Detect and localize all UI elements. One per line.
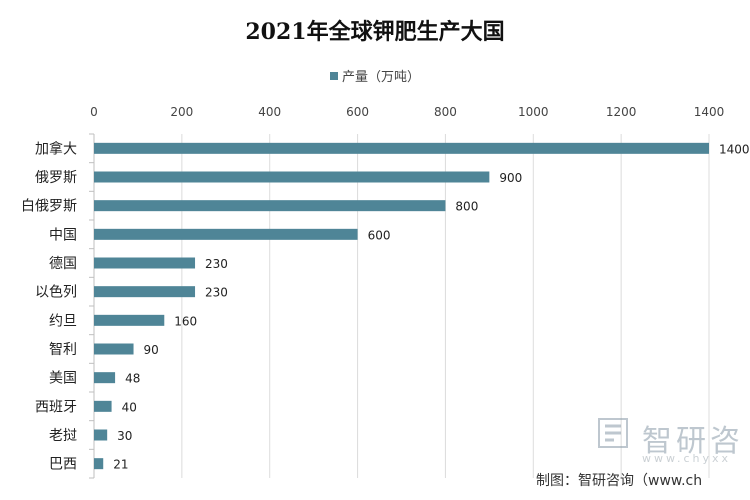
legend-swatch <box>329 71 338 80</box>
data-label: 900 <box>499 171 522 185</box>
category-label: 智利 <box>49 342 77 358</box>
category-label: 老挝 <box>49 428 77 444</box>
category-label: 西班牙 <box>35 399 77 415</box>
legend: 产量（万吨） <box>0 66 750 85</box>
category-label: 白俄罗斯 <box>21 199 77 215</box>
x-tick-label: 0 <box>90 105 98 119</box>
bar <box>94 400 112 412</box>
data-label: 40 <box>122 400 137 414</box>
watermark-text: 智研咨 <box>642 424 744 459</box>
watermark: 智研咨 www.chyxx <box>598 414 750 465</box>
data-label: 230 <box>205 286 228 300</box>
x-tick-label: 400 <box>258 105 281 119</box>
bar <box>94 343 134 355</box>
chyxx-logo-icon <box>598 418 628 448</box>
category-label: 加拿大 <box>35 140 77 157</box>
legend-label: 产量（万吨） <box>341 70 420 85</box>
x-tick-label: 1400 <box>694 105 725 119</box>
data-label: 600 <box>368 228 391 242</box>
x-tick-label: 800 <box>434 105 457 119</box>
bar <box>94 429 108 441</box>
bar <box>94 257 196 269</box>
category-label: 巴西 <box>49 457 77 473</box>
data-label: 800 <box>455 200 478 214</box>
watermark-url: www.chyxx <box>642 452 732 465</box>
category-label: 以色列 <box>35 284 77 301</box>
x-tick-label: 1200 <box>606 105 637 119</box>
bar <box>94 171 490 183</box>
bar <box>94 458 104 470</box>
category-label: 约旦 <box>49 313 77 329</box>
bar <box>94 228 358 240</box>
bar <box>94 314 165 326</box>
bar <box>94 372 116 384</box>
data-label: 90 <box>144 343 159 357</box>
bar <box>94 286 196 298</box>
category-label: 中国 <box>49 227 77 243</box>
data-label: 21 <box>113 458 128 472</box>
category-label: 俄罗斯 <box>35 170 77 186</box>
data-label: 230 <box>205 257 228 271</box>
bar <box>94 200 446 212</box>
x-tick-label: 600 <box>346 105 369 119</box>
category-label: 德国 <box>49 256 77 272</box>
data-label: 160 <box>174 314 197 328</box>
x-tick-label: 200 <box>170 105 193 119</box>
data-label: 30 <box>117 429 132 443</box>
data-label: 48 <box>125 372 140 386</box>
data-label: 1400 <box>719 142 750 156</box>
x-tick-label: 1000 <box>518 105 549 119</box>
chart-title: 2021年全球钾肥生产大国 <box>245 19 505 45</box>
bar <box>94 142 709 154</box>
source-note: 制图：智研咨询（www.ch <box>536 473 703 489</box>
category-label: 美国 <box>49 371 77 387</box>
